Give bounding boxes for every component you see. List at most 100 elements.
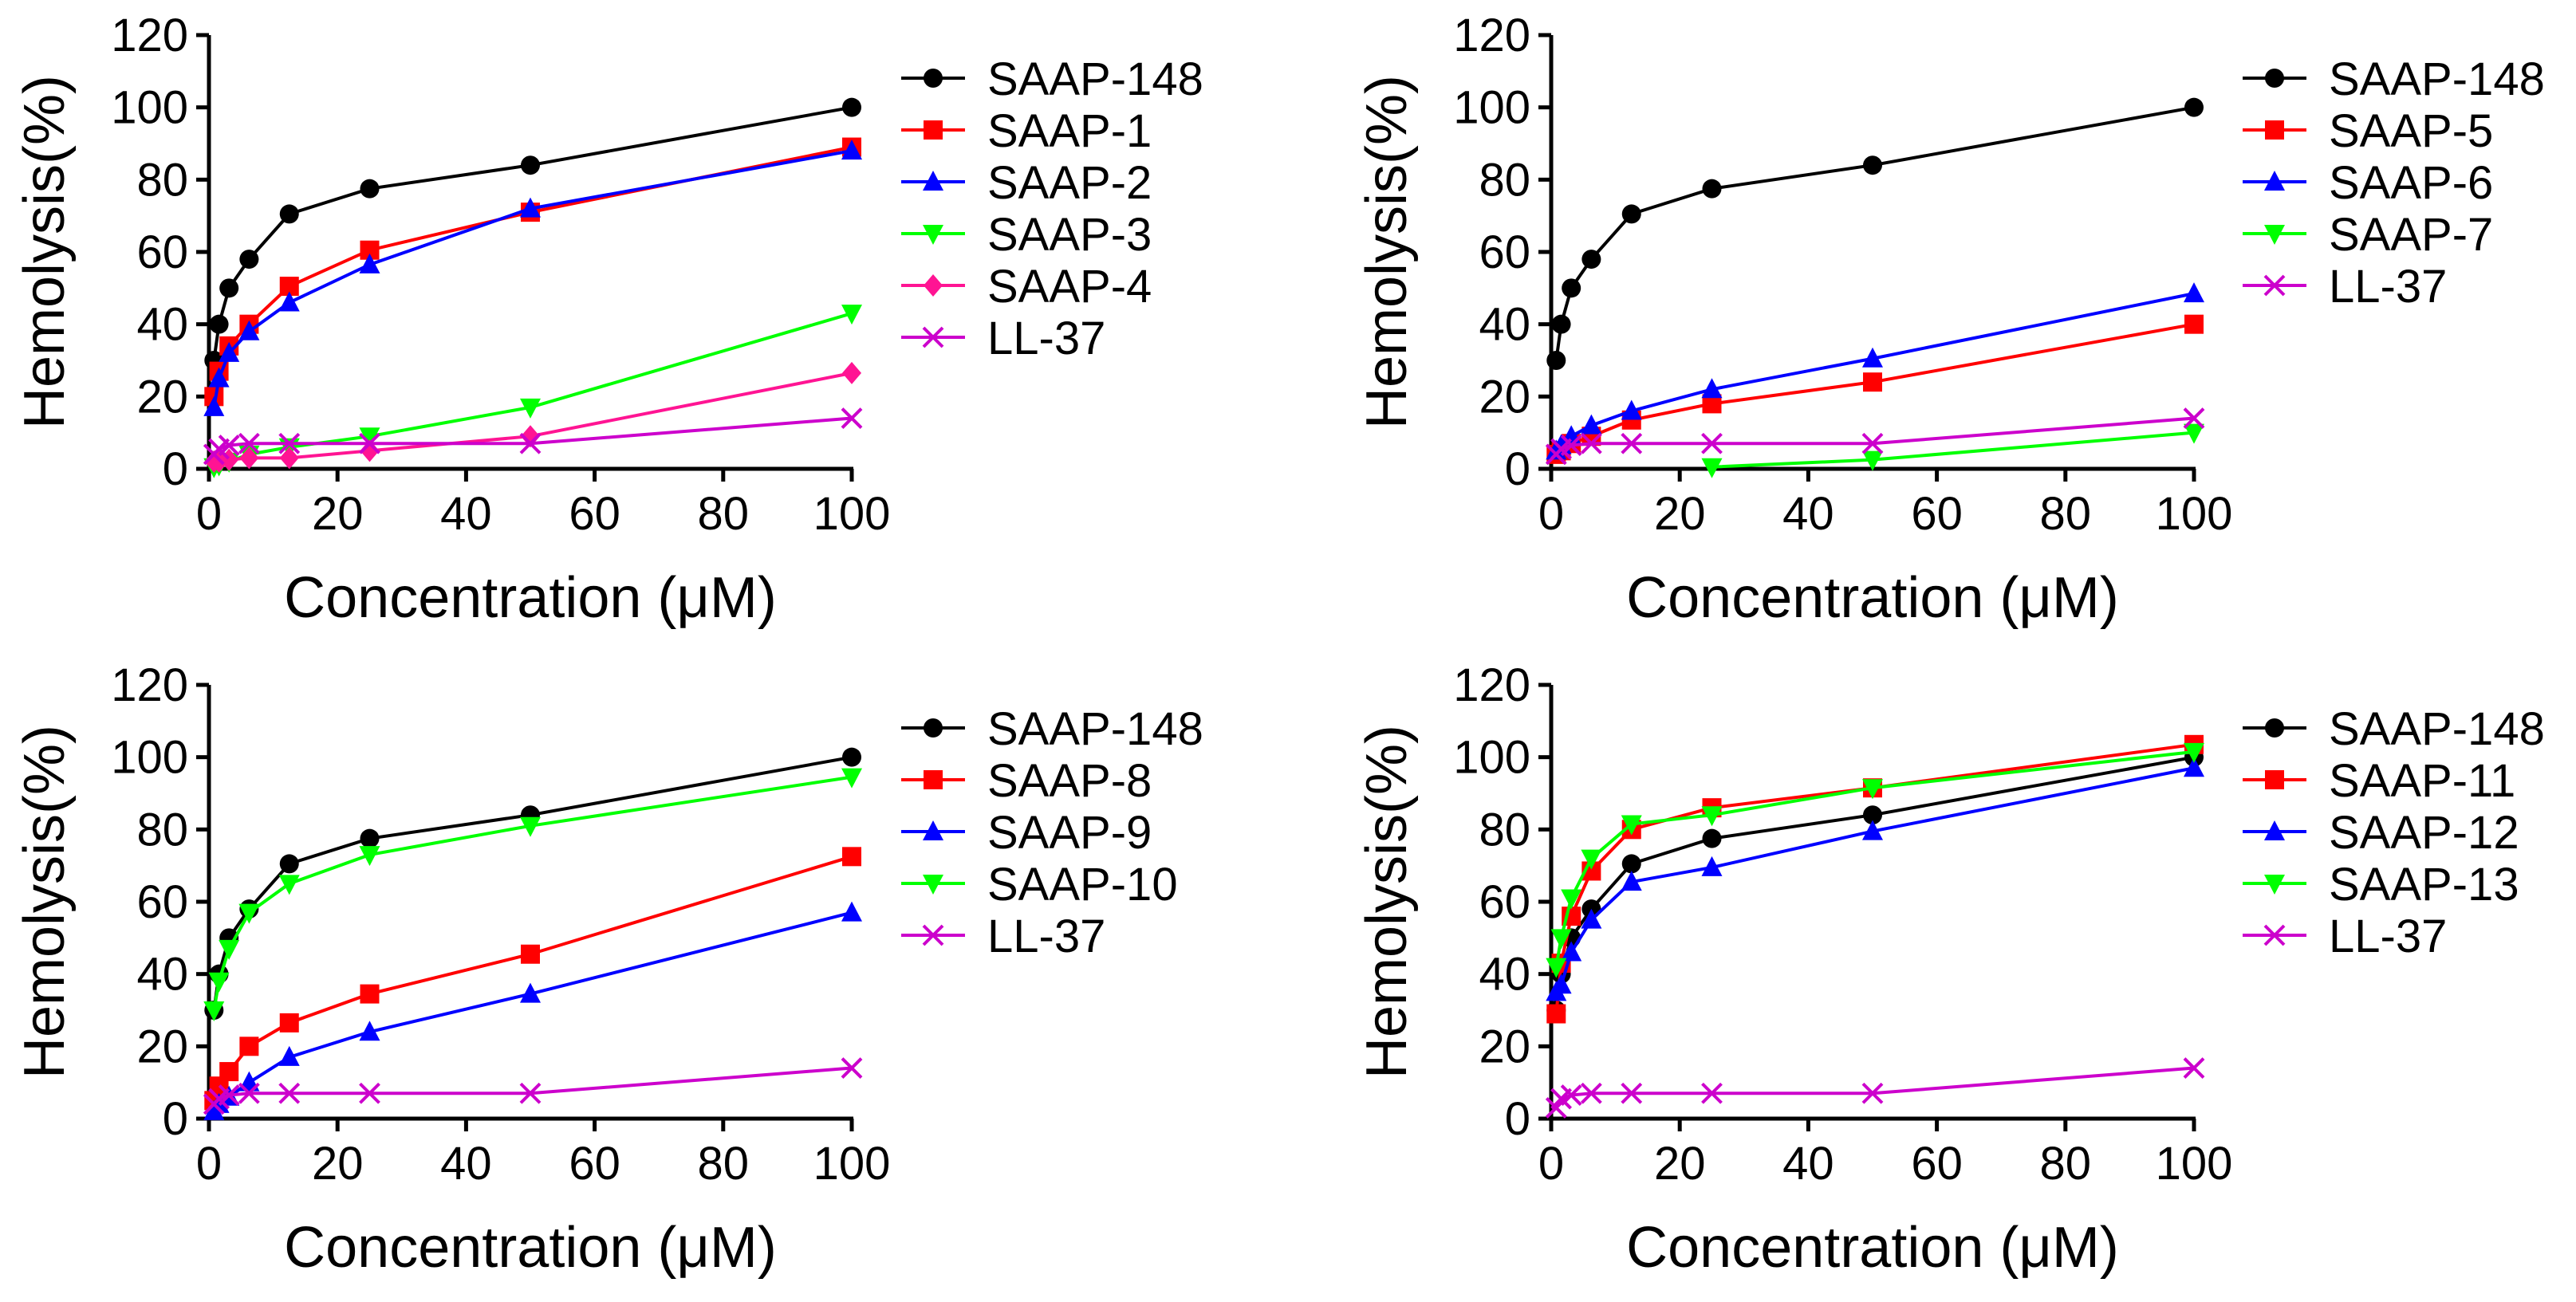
data-point xyxy=(2184,423,2204,444)
data-point xyxy=(209,314,229,334)
legend-label: LL-37 xyxy=(2329,911,2447,962)
series-saap-4 xyxy=(204,361,861,473)
data-point-stroke-b xyxy=(519,432,542,454)
data-point xyxy=(841,305,862,325)
data-point xyxy=(1560,435,1582,456)
data-point-stroke-b xyxy=(1701,1082,1723,1104)
data-point xyxy=(1861,432,1884,454)
legend-marker xyxy=(2265,120,2284,140)
data-point xyxy=(1621,815,1642,836)
data-point xyxy=(1862,347,1883,368)
chart-panel-1: 0 20 40 60 80 100 120 0 20 40 60 80 100 Concentration… xyxy=(13,10,1203,630)
legend-marker xyxy=(2265,718,2284,738)
y-tick-label: 20 xyxy=(136,371,188,423)
legend-entry: SAAP-11 xyxy=(2243,755,2515,807)
series-line xyxy=(212,105,853,361)
series-line xyxy=(1554,1066,2195,1109)
x-tick-label: 80 xyxy=(2040,1138,2092,1190)
series-saap-12 xyxy=(1546,757,2204,1001)
x-tick-label: 60 xyxy=(569,488,620,540)
legend-entry: SAAP-9 xyxy=(901,807,1152,859)
data-point xyxy=(218,435,240,456)
y-tick-label: 0 xyxy=(1505,1093,1530,1145)
legend-label: SAAP-148 xyxy=(987,53,1203,105)
data-point xyxy=(2184,282,2204,303)
data-point-stroke-b xyxy=(1560,1084,1582,1106)
data-point xyxy=(1702,179,1722,199)
x-tick-label: 40 xyxy=(440,488,492,540)
data-point xyxy=(520,982,541,1003)
series-line xyxy=(212,755,853,1011)
legend-label: SAAP-3 xyxy=(987,209,1152,261)
legend-entry: SAAP-13 xyxy=(2243,859,2519,911)
y-tick-label: 60 xyxy=(1479,876,1530,928)
y-tick-label: 120 xyxy=(1453,10,1530,61)
data-point-stroke-b xyxy=(519,1082,542,1104)
legend-marker xyxy=(2263,274,2286,297)
y-tick-label: 100 xyxy=(111,732,188,784)
data-point-stroke-b xyxy=(278,1082,301,1104)
legend-marker-stroke-b xyxy=(2263,924,2286,946)
y-tick-label: 20 xyxy=(136,1021,188,1072)
legend-entry: SAAP-3 xyxy=(901,209,1152,261)
x-axis-title: Concentration (μM) xyxy=(1626,1216,2119,1280)
data-point xyxy=(1580,1082,1602,1104)
legend-marker-stroke-b xyxy=(2263,274,2286,297)
legend-label: SAAP-8 xyxy=(987,755,1152,807)
series-saap-6 xyxy=(1546,282,2204,460)
legend-marker-stroke-b xyxy=(922,924,944,946)
legend-marker xyxy=(924,274,943,297)
legend-marker-stroke-b xyxy=(922,326,944,348)
legend-entry: SAAP-5 xyxy=(2243,105,2493,157)
legend-entry: SAAP-7 xyxy=(2243,209,2493,261)
series-saap-2 xyxy=(203,140,862,416)
data-point xyxy=(1546,351,1566,370)
x-axis-title: Concentration (μM) xyxy=(284,566,777,630)
data-point-stroke-b xyxy=(1861,432,1884,454)
data-point xyxy=(279,1013,299,1033)
data-point xyxy=(219,341,240,362)
data-point xyxy=(219,1062,239,1082)
data-point xyxy=(519,432,542,454)
legend-entry: SAAP-4 xyxy=(901,261,1152,313)
legend-marker xyxy=(2264,820,2285,840)
chart-panel-2: 0 20 40 60 80 100 120 0 20 40 60 80 100 Concentration… xyxy=(1355,10,2545,630)
legend-marker xyxy=(924,770,943,789)
y-tick-label: 80 xyxy=(1479,804,1530,856)
series-line xyxy=(1554,766,2195,993)
data-point xyxy=(1550,929,1572,950)
x-tick-label: 80 xyxy=(2040,488,2092,540)
y-tick-label: 20 xyxy=(1479,1021,1530,1072)
data-point-stroke-b xyxy=(238,432,260,454)
series-line xyxy=(1554,416,2195,456)
data-point-stroke-b xyxy=(1701,432,1723,454)
data-point xyxy=(278,432,301,454)
data-point xyxy=(238,1082,260,1104)
data-point xyxy=(1701,432,1723,454)
data-point xyxy=(359,427,380,448)
y-axis-title: Hemolysis(%) xyxy=(13,725,77,1079)
legend-label: SAAP-5 xyxy=(2329,105,2493,157)
series-line xyxy=(1554,105,2195,361)
legend-label: LL-37 xyxy=(987,313,1105,364)
data-point xyxy=(1863,372,1882,392)
data-point xyxy=(1862,779,1883,800)
data-point xyxy=(1621,871,1642,891)
data-point-stroke-b xyxy=(1861,1082,1884,1104)
data-point xyxy=(521,155,540,175)
data-point xyxy=(841,768,862,789)
data-point xyxy=(1561,941,1582,962)
data-point xyxy=(2184,757,2204,777)
x-tick-label: 20 xyxy=(312,488,364,540)
data-point xyxy=(278,875,300,895)
legend-entry: SAAP-12 xyxy=(2243,807,2519,859)
legend-label: SAAP-9 xyxy=(987,807,1152,859)
series-line xyxy=(212,145,853,397)
data-point xyxy=(1862,820,1883,840)
y-tick-label: 60 xyxy=(136,876,188,928)
data-point xyxy=(203,395,225,416)
data-point xyxy=(218,1084,240,1106)
legend-marker xyxy=(922,924,944,946)
data-point-stroke-b xyxy=(2183,1057,2205,1079)
